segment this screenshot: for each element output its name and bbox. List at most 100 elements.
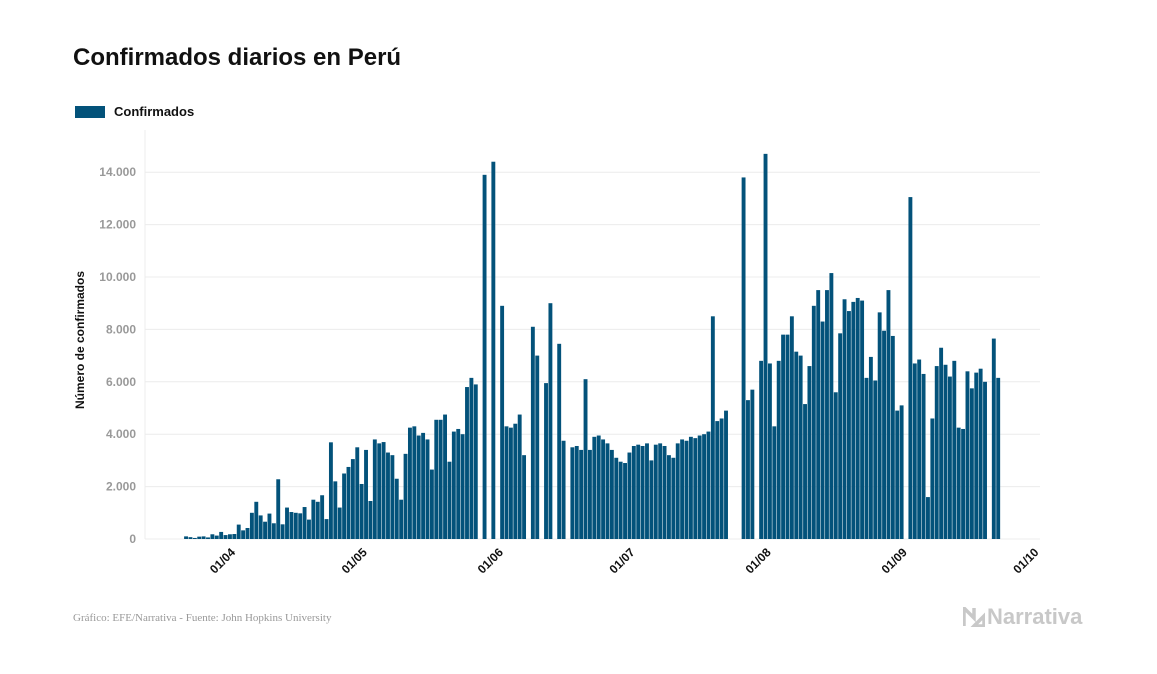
x-tick-label: 01/05 <box>339 545 370 576</box>
bar <box>337 507 342 539</box>
bar <box>535 355 540 539</box>
y-tick-label: 8.000 <box>106 322 136 336</box>
bar <box>860 300 865 539</box>
bar <box>671 457 676 539</box>
bar <box>939 347 944 539</box>
bar <box>855 297 860 539</box>
bar <box>890 335 895 539</box>
bar <box>285 507 289 539</box>
bar <box>355 447 360 539</box>
bar <box>307 519 311 539</box>
y-tick-label: 0 <box>129 532 136 546</box>
bar <box>899 405 904 539</box>
bar <box>803 404 807 539</box>
bar <box>587 449 592 539</box>
legend: Confirmados <box>75 104 194 119</box>
bar <box>662 445 667 539</box>
bar <box>425 439 430 539</box>
bar <box>465 387 469 539</box>
bar <box>838 333 843 539</box>
bar <box>684 440 689 539</box>
chart-title: Confirmados diarios en Perú <box>73 44 402 71</box>
bar <box>693 438 698 539</box>
bar <box>368 501 373 539</box>
logo-text: Narrativa <box>987 604 1083 629</box>
bar <box>188 537 193 539</box>
x-tick-label: 01/04 <box>207 545 238 576</box>
x-tick-label: 01/06 <box>475 545 506 576</box>
bar <box>434 419 439 539</box>
bar <box>245 527 250 539</box>
bar <box>785 334 790 539</box>
bar <box>886 290 891 539</box>
bar <box>544 383 548 539</box>
bar <box>991 338 996 539</box>
bar <box>530 326 535 539</box>
bar <box>320 495 325 539</box>
bar <box>197 536 202 539</box>
bar <box>372 439 377 539</box>
bar <box>342 473 347 539</box>
x-tick-label: 01/08 <box>743 545 774 576</box>
bar <box>741 177 746 539</box>
bar <box>412 426 417 539</box>
bar <box>267 513 272 539</box>
bar <box>324 519 329 539</box>
bar <box>614 457 619 539</box>
bar <box>772 426 777 539</box>
bar <box>302 507 307 539</box>
bar <box>236 524 241 539</box>
bar <box>961 428 966 539</box>
bar <box>298 513 303 539</box>
bar <box>917 359 922 539</box>
bar <box>640 445 645 539</box>
bar <box>807 366 812 539</box>
bar <box>232 534 237 539</box>
bar <box>710 316 715 539</box>
bar <box>403 453 408 539</box>
bar <box>522 455 527 539</box>
bar <box>350 459 355 539</box>
bar <box>645 443 649 539</box>
bar <box>513 423 518 539</box>
bar <box>767 363 772 539</box>
bar <box>592 436 597 539</box>
bar <box>473 384 478 539</box>
bar <box>943 364 948 539</box>
bar <box>864 377 869 539</box>
bar <box>873 380 878 539</box>
bar <box>750 389 755 539</box>
bar <box>667 455 671 539</box>
bar <box>416 435 421 539</box>
bar <box>443 414 447 539</box>
bar <box>724 410 728 539</box>
bar <box>192 537 197 539</box>
bar <box>605 443 610 539</box>
bar <box>206 537 210 539</box>
bar <box>359 483 364 539</box>
narrativa-logo: Narrativa <box>963 604 1082 630</box>
bar <box>912 363 917 539</box>
x-tick-label: 01/07 <box>606 545 637 576</box>
bar <box>653 444 658 539</box>
bar <box>706 431 711 539</box>
bar <box>346 466 351 539</box>
bar <box>311 499 316 539</box>
bar <box>258 515 263 539</box>
bar <box>399 499 404 539</box>
bar <box>829 273 834 539</box>
bar <box>223 535 228 539</box>
bar <box>842 299 847 539</box>
bar <box>974 372 979 539</box>
bar <box>315 501 320 539</box>
bar <box>407 427 412 539</box>
x-tick-label: 01/10 <box>1010 545 1041 576</box>
bar <box>280 524 285 539</box>
bar <box>219 531 224 539</box>
y-tick-label: 14.000 <box>99 165 136 179</box>
bar <box>228 534 232 539</box>
bar <box>623 463 627 539</box>
bar <box>601 439 606 539</box>
bar <box>649 460 654 539</box>
bar <box>583 379 588 539</box>
